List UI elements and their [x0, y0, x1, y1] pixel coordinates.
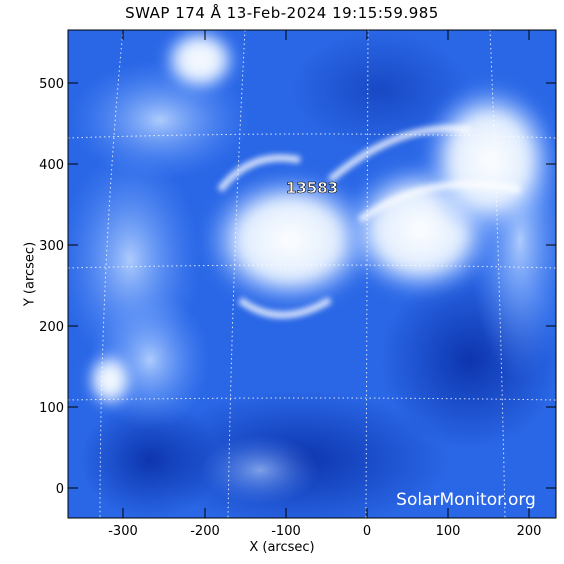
x-tick-label: 100	[436, 524, 461, 539]
x-tick-label: 0	[363, 524, 371, 539]
y-tick-label: 500	[39, 77, 64, 92]
x-tick-label: -200	[190, 524, 220, 539]
x-tick-label: -300	[108, 524, 138, 539]
watermark: SolarMonitor.org	[396, 490, 536, 510]
x-tick-label: -100	[271, 524, 301, 539]
y-tick-labels: 0 100 200 300 400 500	[39, 77, 64, 497]
y-tick-label: 300	[39, 239, 64, 254]
y-tick-label: 400	[39, 158, 64, 173]
solar-image: 13583 SolarMonitor.org	[68, 30, 556, 518]
image-title: SWAP 174 Å 13-Feb-2024 19:15:59.985	[125, 4, 439, 22]
x-tick-labels: -300 -200 -100 0 100 200	[108, 524, 541, 539]
x-tick-label: 200	[517, 524, 542, 539]
active-region-label: 13583	[286, 179, 338, 197]
x-axis-label: X (arcsec)	[249, 540, 315, 555]
y-tick-label: 100	[39, 401, 64, 416]
y-tick-label: 0	[56, 482, 64, 497]
plot-frame	[67, 29, 557, 519]
y-tick-label: 200	[39, 320, 64, 335]
